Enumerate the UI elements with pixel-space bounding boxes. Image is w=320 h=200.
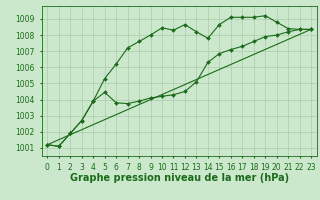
X-axis label: Graphe pression niveau de la mer (hPa): Graphe pression niveau de la mer (hPa) — [70, 173, 289, 183]
